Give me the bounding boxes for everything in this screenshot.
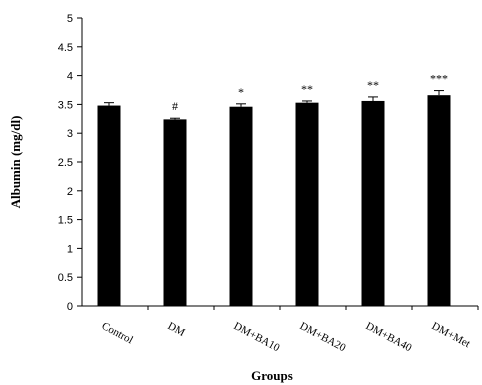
- x-axis-title: Groups: [251, 368, 293, 383]
- x-category-label: DM+BA10: [232, 320, 282, 354]
- significance-label: **: [367, 78, 379, 92]
- y-tick-label: 2.5: [58, 157, 73, 169]
- significance-label: *: [238, 85, 244, 99]
- y-tick-label: 4.5: [58, 42, 73, 54]
- y-tick-label: 2: [67, 186, 73, 198]
- y-tick-label: 1.5: [58, 215, 73, 227]
- significance-label: #: [172, 99, 178, 113]
- significance-label: **: [301, 82, 313, 96]
- y-tick-label: 0: [67, 301, 73, 313]
- y-axis-ticks: 0 0.5 1 1.5 2 2.5 3 3.5 4 4.5 5: [58, 13, 82, 313]
- y-tick-label: 5: [67, 13, 73, 25]
- bar: [361, 100, 385, 306]
- y-tick-label: 1: [67, 243, 73, 255]
- y-tick-label: 3: [67, 128, 73, 140]
- x-category-label: DM+Met: [430, 320, 472, 350]
- x-category-label: Control: [100, 320, 135, 346]
- x-category-label: DM: [166, 320, 187, 339]
- bar: [97, 105, 121, 306]
- x-axis-category-labels: Control DM DM+BA10 DM+BA20 DM+BA40 DM+Met: [100, 306, 479, 354]
- bar: [163, 119, 187, 306]
- y-tick-label: 3.5: [58, 99, 73, 111]
- bar: [427, 95, 451, 307]
- y-axis-title: Albumin (mg/dl): [8, 116, 23, 209]
- bars: #* ** ** ***: [97, 72, 451, 307]
- bar: [295, 102, 319, 306]
- x-category-label: DM+BA40: [364, 320, 414, 354]
- bar: [229, 106, 253, 306]
- significance-label: ***: [430, 72, 448, 86]
- y-tick-label: 4: [67, 71, 73, 83]
- y-tick-label: 0.5: [58, 272, 73, 284]
- x-category-label: DM+BA20: [298, 320, 348, 354]
